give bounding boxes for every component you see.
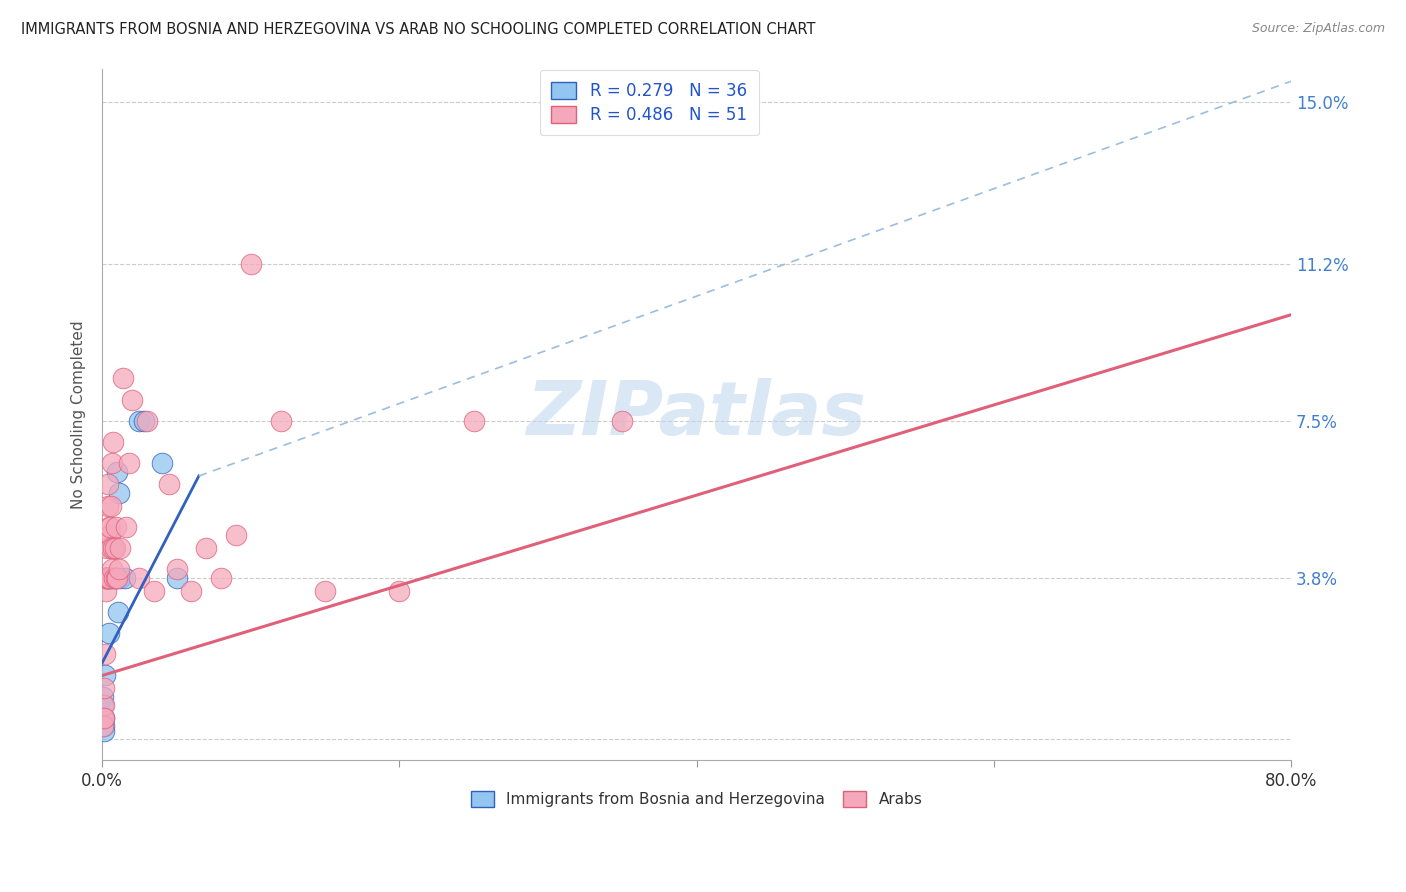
- Point: [101, 541, 124, 556]
- Point: [96, 571, 118, 585]
- Point: [105, 571, 128, 585]
- Point: [93, 711, 115, 725]
- Point: [100, 541, 122, 556]
- Point: [94, 668, 117, 682]
- Point: [96, 571, 118, 585]
- Point: [93, 719, 115, 733]
- Point: [96, 571, 118, 585]
- Point: [103, 571, 125, 585]
- Point: [143, 583, 166, 598]
- Point: [103, 435, 125, 450]
- Point: [94, 571, 117, 585]
- Point: [93, 698, 115, 713]
- Point: [104, 571, 127, 585]
- Point: [150, 456, 173, 470]
- Point: [101, 571, 124, 585]
- Point: [96, 571, 118, 585]
- Point: [97, 571, 120, 585]
- Legend: Immigrants from Bosnia and Herzegovina, Arabs: Immigrants from Bosnia and Herzegovina, …: [464, 784, 929, 815]
- Point: [101, 571, 124, 585]
- Point: [96, 583, 118, 598]
- Point: [107, 486, 129, 500]
- Text: ZIPatlas: ZIPatlas: [527, 378, 866, 451]
- Point: [96, 541, 118, 556]
- Point: [93, 723, 115, 738]
- Point: [105, 571, 128, 585]
- Point: [180, 583, 202, 598]
- Point: [157, 477, 180, 491]
- Point: [100, 571, 122, 585]
- Point: [103, 571, 125, 585]
- Point: [166, 571, 188, 585]
- Point: [111, 371, 134, 385]
- Point: [94, 571, 117, 585]
- Point: [100, 520, 122, 534]
- Point: [388, 583, 411, 598]
- Point: [100, 571, 122, 585]
- Point: [104, 571, 127, 585]
- Point: [115, 520, 138, 534]
- Point: [209, 571, 232, 585]
- Point: [314, 583, 336, 598]
- Point: [121, 392, 143, 407]
- Point: [98, 528, 121, 542]
- Text: Source: ZipAtlas.com: Source: ZipAtlas.com: [1251, 22, 1385, 36]
- Point: [104, 571, 127, 585]
- Point: [166, 562, 188, 576]
- Point: [107, 605, 129, 619]
- Point: [195, 541, 218, 556]
- Y-axis label: No Schooling Completed: No Schooling Completed: [72, 320, 86, 508]
- Point: [96, 571, 118, 585]
- Point: [105, 465, 128, 479]
- Point: [108, 541, 131, 556]
- Point: [118, 456, 141, 470]
- Point: [100, 499, 122, 513]
- Point: [93, 711, 115, 725]
- Point: [132, 414, 155, 428]
- Point: [94, 571, 117, 585]
- Point: [107, 562, 129, 576]
- Point: [91, 711, 114, 725]
- Point: [97, 571, 120, 585]
- Point: [94, 647, 117, 661]
- Point: [103, 541, 125, 556]
- Point: [104, 541, 127, 556]
- Point: [101, 562, 124, 576]
- Point: [93, 719, 115, 733]
- Point: [93, 681, 115, 696]
- Text: IMMIGRANTS FROM BOSNIA AND HERZEGOVINA VS ARAB NO SCHOOLING COMPLETED CORRELATIO: IMMIGRANTS FROM BOSNIA AND HERZEGOVINA V…: [21, 22, 815, 37]
- Point: [97, 477, 120, 491]
- Point: [108, 571, 131, 585]
- Point: [98, 571, 121, 585]
- Point: [97, 571, 120, 585]
- Point: [94, 571, 117, 585]
- Point: [98, 520, 121, 534]
- Point: [97, 499, 120, 513]
- Point: [225, 528, 247, 542]
- Point: [612, 414, 634, 428]
- Point: [128, 414, 150, 428]
- Point: [97, 571, 120, 585]
- Point: [97, 626, 120, 640]
- Point: [463, 414, 485, 428]
- Point: [101, 456, 124, 470]
- Point: [135, 414, 157, 428]
- Point: [128, 571, 150, 585]
- Point: [98, 571, 121, 585]
- Point: [91, 690, 114, 704]
- Point: [100, 571, 122, 585]
- Point: [94, 571, 117, 585]
- Point: [93, 698, 115, 713]
- Point: [114, 571, 136, 585]
- Point: [105, 520, 128, 534]
- Point: [270, 414, 292, 428]
- Point: [239, 257, 262, 271]
